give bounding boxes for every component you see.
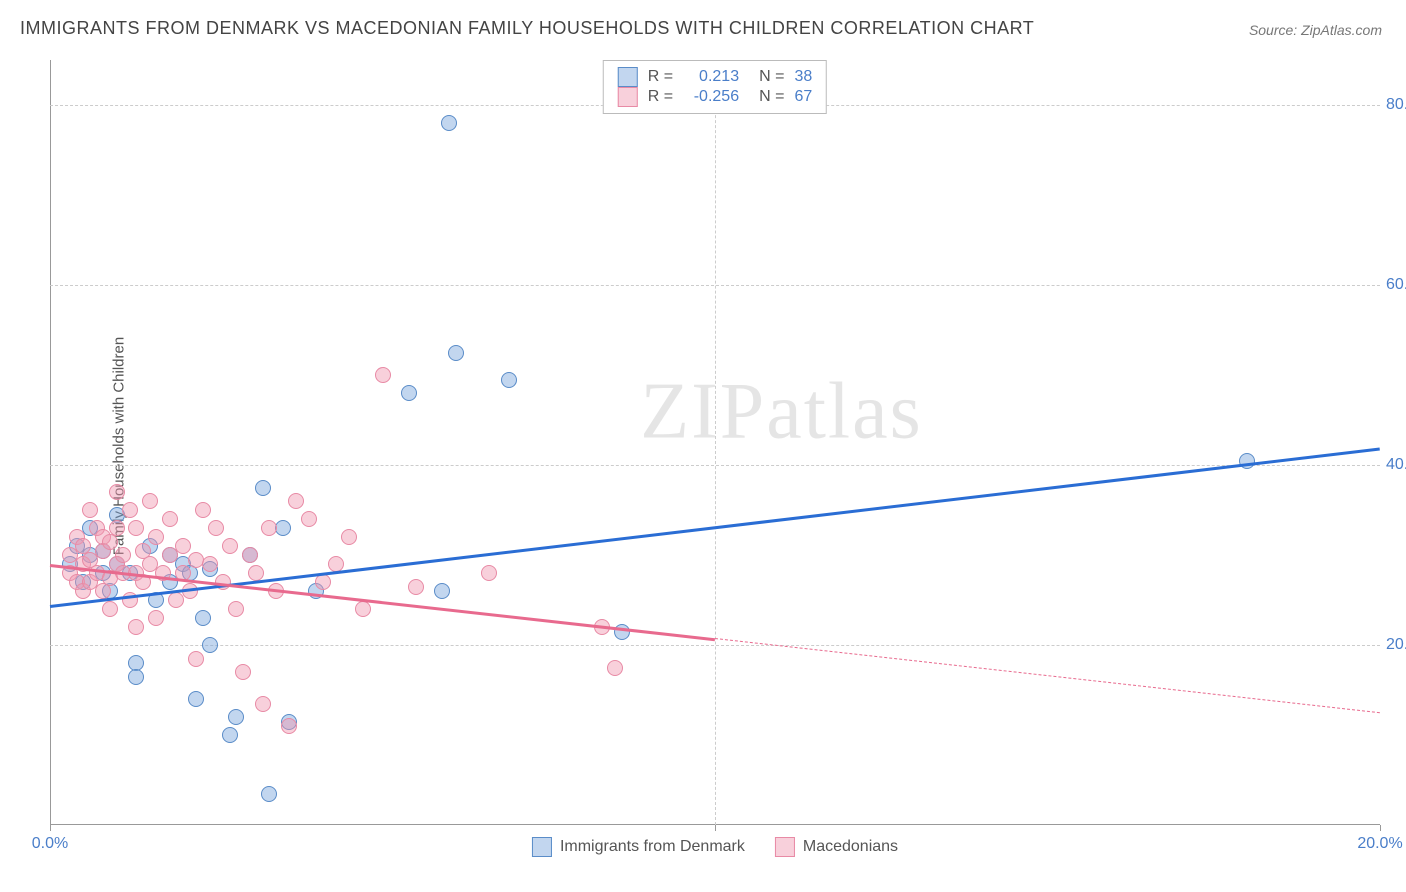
x-tick-mark (715, 825, 716, 831)
page-title: IMMIGRANTS FROM DENMARK VS MACEDONIAN FA… (20, 18, 1034, 39)
scatter-point (315, 574, 331, 590)
legend-r-label: R = (648, 88, 673, 106)
scatter-point (128, 619, 144, 635)
source-attribution: Source: ZipAtlas.com (1249, 22, 1382, 38)
scatter-point (248, 565, 264, 581)
legend-n-value: 38 (794, 68, 812, 86)
x-tick-label: 20.0% (1357, 835, 1402, 853)
legend-item: Immigrants from Denmark (532, 837, 745, 857)
scatter-point (82, 502, 98, 518)
scatter-point (122, 502, 138, 518)
gridline-v (715, 60, 716, 825)
legend-r-value: 0.213 (683, 68, 739, 86)
scatter-point (195, 502, 211, 518)
legend-n-label: N = (759, 68, 784, 86)
y-tick-label: 20.0% (1386, 636, 1406, 654)
scatter-point (208, 520, 224, 536)
scatter-point (228, 709, 244, 725)
scatter-point (261, 786, 277, 802)
legend-item: Macedonians (775, 837, 898, 857)
legend-swatch (618, 67, 638, 87)
scatter-point (128, 669, 144, 685)
scatter-point (288, 493, 304, 509)
scatter-point (255, 696, 271, 712)
legend-label: Immigrants from Denmark (560, 838, 745, 856)
legend-r-label: R = (648, 68, 673, 86)
scatter-point (481, 565, 497, 581)
y-axis-line (50, 60, 51, 825)
trend-line-dashed (715, 638, 1380, 713)
scatter-point (235, 664, 251, 680)
scatter-point (441, 115, 457, 131)
scatter-point (109, 520, 125, 536)
scatter-point (607, 660, 623, 676)
scatter-point (188, 651, 204, 667)
scatter-point (148, 610, 164, 626)
scatter-point (255, 480, 271, 496)
series-legend: Immigrants from Denmark Macedonians (532, 837, 898, 857)
scatter-point (448, 345, 464, 361)
scatter-point (222, 538, 238, 554)
x-tick-mark (50, 825, 51, 831)
y-tick-label: 60.0% (1386, 276, 1406, 294)
scatter-point (142, 493, 158, 509)
legend-row: R = -0.256 N = 67 (618, 87, 812, 107)
scatter-point (408, 579, 424, 595)
scatter-point (188, 691, 204, 707)
scatter-point (115, 547, 131, 563)
scatter-point (202, 556, 218, 572)
legend-r-value: -0.256 (683, 88, 739, 106)
x-tick-label: 0.0% (32, 835, 68, 853)
legend-swatch (532, 837, 552, 857)
scatter-point (301, 511, 317, 527)
scatter-point (401, 385, 417, 401)
scatter-point (375, 367, 391, 383)
legend-label: Macedonians (803, 838, 898, 856)
scatter-point (242, 547, 258, 563)
legend-n-value: 67 (794, 88, 812, 106)
legend-row: R = 0.213 N = 38 (618, 67, 812, 87)
scatter-point (501, 372, 517, 388)
scatter-point (202, 637, 218, 653)
scatter-point (195, 610, 211, 626)
scatter-point (102, 601, 118, 617)
scatter-point (261, 520, 277, 536)
scatter-plot: ZIPatlas R =0.213N =38R =-0.256N =67 Imm… (50, 60, 1380, 825)
scatter-point (148, 529, 164, 545)
scatter-point (175, 538, 191, 554)
legend-swatch (775, 837, 795, 857)
scatter-point (355, 601, 371, 617)
scatter-point (128, 520, 144, 536)
y-tick-label: 40.0% (1386, 456, 1406, 474)
scatter-point (222, 727, 238, 743)
x-tick-mark (1380, 825, 1381, 831)
scatter-point (281, 718, 297, 734)
y-tick-label: 80.0% (1386, 96, 1406, 114)
scatter-point (162, 511, 178, 527)
legend-n-label: N = (759, 88, 784, 106)
scatter-point (109, 484, 125, 500)
legend-swatch (618, 87, 638, 107)
scatter-point (434, 583, 450, 599)
correlation-legend: R = 0.213 N = 38 R = -0.256 N = 67 (603, 60, 827, 114)
scatter-point (228, 601, 244, 617)
scatter-point (341, 529, 357, 545)
watermark: ZIPatlas (640, 366, 923, 457)
